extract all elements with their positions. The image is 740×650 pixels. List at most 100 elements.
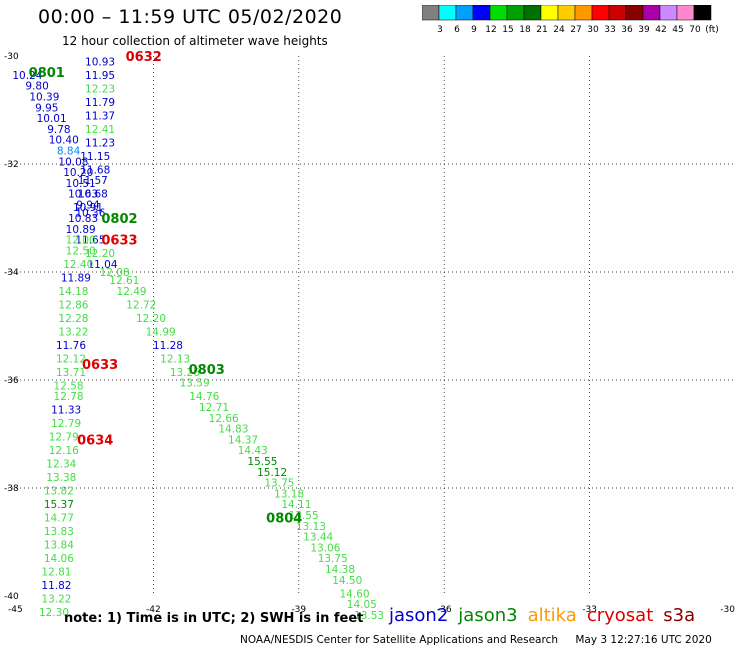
pass-time-label: 0634 bbox=[77, 433, 113, 448]
wave-height-point: 13.38 bbox=[46, 472, 76, 484]
wave-height-point: 10.63 bbox=[68, 189, 98, 201]
wave-height-point: 9.95 bbox=[35, 102, 58, 114]
wave-height-point: 15.55 bbox=[247, 456, 277, 468]
wave-height-point: 13.22 bbox=[58, 326, 88, 338]
wave-height-point: 14.37 bbox=[228, 434, 258, 446]
wave-height-point: 14.38 bbox=[325, 564, 355, 576]
wave-height-point: 12.20 bbox=[85, 248, 115, 260]
wave-height-point: 10.24 bbox=[12, 70, 42, 82]
wave-height-point: 12.81 bbox=[41, 567, 71, 579]
wave-height-point: 13.75 bbox=[264, 478, 294, 490]
wave-height-point: 10.40 bbox=[49, 135, 79, 147]
legend-label: 27 bbox=[570, 25, 581, 35]
pass-time-label: 0801 bbox=[29, 66, 65, 81]
wave-height-point: 11.57 bbox=[78, 175, 108, 187]
wave-height-point: 11.68 bbox=[80, 164, 110, 176]
wave-height-point: 11.79 bbox=[85, 97, 115, 109]
wave-height-point: 11.65 bbox=[75, 235, 105, 247]
wave-height-point: 9.94 bbox=[76, 200, 100, 212]
credit-text: NOAA/NESDIS Center for Satellite Applica… bbox=[240, 634, 558, 646]
wave-height-point: 12.86 bbox=[58, 299, 88, 311]
wave-height-point: 10.68 bbox=[78, 189, 108, 201]
wave-height-point: 13.59 bbox=[180, 378, 210, 390]
pass-time-label: 0802 bbox=[101, 212, 137, 227]
x-tick-label: -42 bbox=[146, 605, 161, 615]
legend-swatch bbox=[693, 5, 712, 21]
pass-time-label: 0632 bbox=[126, 50, 162, 65]
x-tick-label: -39 bbox=[291, 605, 306, 615]
legend-label: (ft) bbox=[705, 25, 719, 35]
satellite-altika: altika bbox=[527, 605, 577, 626]
wave-height-point: 14.50 bbox=[332, 575, 362, 587]
wave-height-point: 13.18 bbox=[274, 488, 304, 500]
wave-height-point: 14.11 bbox=[281, 499, 311, 511]
y-tick-label: -34 bbox=[4, 268, 19, 278]
legend-label: 24 bbox=[553, 25, 565, 35]
y-tick-label: -32 bbox=[4, 160, 19, 170]
wave-height-point: 13.75 bbox=[318, 553, 348, 565]
pass-time-label: 0633 bbox=[82, 358, 118, 373]
legend-label: 45 bbox=[672, 25, 683, 35]
wave-height-point: 14.06 bbox=[44, 553, 74, 565]
wave-height-point: 12.78 bbox=[54, 391, 84, 403]
x-tick-label: -36 bbox=[437, 605, 452, 615]
credit-line: NOAA/NESDIS Center for Satellite Applica… bbox=[240, 634, 712, 646]
wave-height-point: 12.40 bbox=[63, 259, 93, 271]
wave-height-plot: -45 -42 -39 -36 -33 -30 -30 -32 -34 -36 -38 -40 10.9… bbox=[4, 50, 735, 620]
wave-height-point: 11.95 bbox=[85, 70, 115, 82]
legend-label: 3 bbox=[437, 25, 443, 35]
wave-height-point: 12.13 bbox=[160, 353, 190, 365]
legend-label: 70 bbox=[689, 25, 701, 35]
satellite-legend: jason2 jason3 altika cryosat s3a bbox=[389, 605, 705, 626]
wave-height-point: 12.00 bbox=[66, 235, 96, 247]
wave-height-point: 11.23 bbox=[85, 137, 115, 149]
wave-height-point: 14.83 bbox=[218, 424, 248, 436]
wave-height-point: 12.79 bbox=[51, 418, 81, 430]
wave-height-point: 12.71 bbox=[199, 402, 229, 414]
legend-label: 42 bbox=[655, 25, 666, 35]
wave-height-point: 13.53 bbox=[354, 610, 384, 620]
wave-height-point: 12.28 bbox=[58, 313, 88, 325]
wave-height-point: 12.58 bbox=[54, 380, 84, 392]
legend-label: 30 bbox=[587, 25, 599, 35]
legend-label: 9 bbox=[471, 25, 477, 35]
wave-height-point: 10.89 bbox=[66, 224, 96, 236]
wave-height-point: 12.79 bbox=[49, 432, 79, 444]
legend-label: 36 bbox=[621, 25, 633, 35]
legend-label: 18 bbox=[519, 25, 531, 35]
wave-height-point: 13.06 bbox=[310, 542, 340, 554]
wave-height-point: 11.89 bbox=[61, 272, 91, 284]
wave-height-point: 11.15 bbox=[80, 151, 110, 163]
wave-height-point: 12.34 bbox=[46, 459, 76, 471]
wave-height-point: 13.22 bbox=[41, 594, 71, 606]
legend-label: 6 bbox=[454, 25, 460, 35]
wave-height-point: 9.78 bbox=[47, 124, 70, 136]
generated-timestamp: May 3 12:27:16 UTC 2020 bbox=[575, 634, 712, 646]
wave-height-point: 11.76 bbox=[56, 340, 86, 352]
wave-height-point: 13.71 bbox=[56, 367, 86, 379]
wave-height-point: 12.49 bbox=[117, 286, 147, 298]
satellite-jason3: jason3 bbox=[458, 605, 518, 626]
pass-time-label: 0633 bbox=[101, 234, 137, 249]
legend-label: 12 bbox=[485, 25, 496, 35]
wave-height-point: 12.50 bbox=[66, 245, 96, 257]
wave-height-point: 11.28 bbox=[153, 340, 183, 352]
wave-height-point: 13.13 bbox=[296, 521, 326, 533]
wave-height-point: 10.51 bbox=[66, 178, 96, 190]
units-note: note: 1) Time is in UTC; 2) SWH is in fe… bbox=[64, 611, 364, 626]
wave-height-point: 13.55 bbox=[289, 510, 319, 522]
wave-height-point: 12.72 bbox=[126, 299, 156, 311]
wave-height-point: 14.76 bbox=[189, 391, 219, 403]
satellite-jason2: jason2 bbox=[389, 605, 449, 626]
y-tick-label: -30 bbox=[4, 52, 19, 62]
wave-height-point: 8.84 bbox=[57, 146, 81, 158]
wave-height-point: 12.16 bbox=[49, 445, 79, 457]
pass-time-label: 0803 bbox=[189, 363, 225, 378]
x-tick-label: -30 bbox=[720, 605, 735, 615]
legend-label: 39 bbox=[638, 25, 650, 35]
wave-height-point: 15.37 bbox=[44, 499, 74, 511]
wave-height-point: 13.26 bbox=[170, 367, 200, 379]
wave-height-point: 12.20 bbox=[136, 313, 166, 325]
wave-height-point: 11.04 bbox=[87, 259, 117, 271]
legend-label: 21 bbox=[536, 25, 547, 35]
